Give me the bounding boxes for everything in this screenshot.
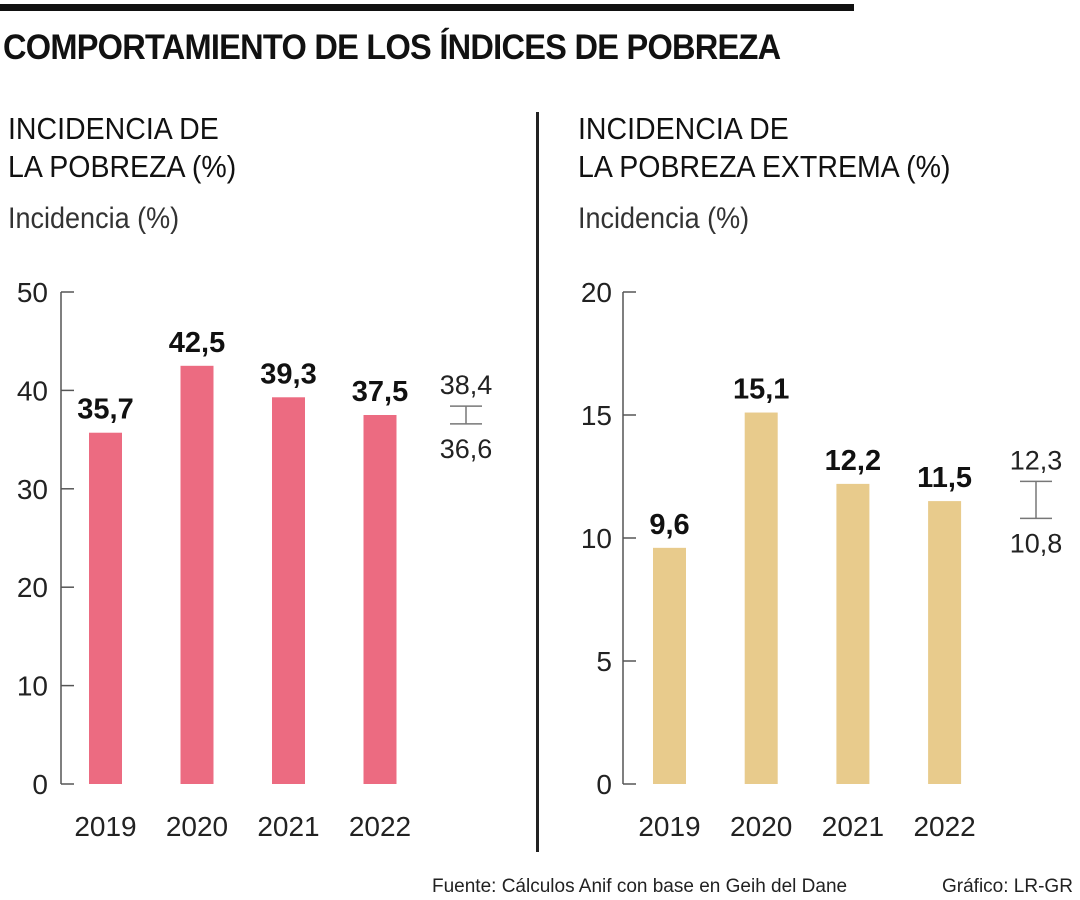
y-tick-label: 20 [17,572,48,603]
bar-2022 [928,501,962,784]
bar-2021 [836,483,870,784]
x-tick-label: 2022 [349,811,411,842]
y-tick-label: 10 [17,671,48,702]
x-tick-label: 2021 [257,811,319,842]
x-tick-label: 2020 [730,811,792,842]
left-panel-title-line2: LA POBREZA (%) [8,149,237,184]
bar-2020 [744,412,778,784]
panel-divider [536,112,539,852]
y-tick-label: 30 [17,474,48,505]
right-panel-title: INCIDENCIA DE LA POBREZA EXTREMA (%) [578,110,950,186]
left-panel-title-line1: INCIDENCIA DE [8,111,219,146]
left-y-axis-title: Incidencia (%) [8,202,180,235]
value-label: 39,3 [260,358,316,390]
right-panel-title-line2: LA POBREZA EXTREMA (%) [578,149,951,184]
left-panel-title: INCIDENCIA DE LA POBREZA (%) [8,110,236,186]
bar-2020 [180,365,214,784]
bar-2021 [272,397,305,784]
y-tick-label: 15 [581,400,612,431]
x-tick-label: 2019 [74,811,136,842]
y-tick-label: 0 [32,769,48,800]
right-panel-title-line1: INCIDENCIA DE [578,111,789,146]
range-low-label: 10,8 [1010,528,1063,558]
bar-2022 [363,415,397,784]
right-y-axis-title: Incidencia (%) [578,202,750,235]
chart-0: 0 10 20 30 40 50 35,7 2019 42,5 2020 39,3 2021 37,5 2… [17,277,492,842]
value-label: 11,5 [917,462,972,494]
value-label: 9,6 [649,509,689,541]
x-tick-label: 2021 [822,811,884,842]
bar-2019 [89,432,122,784]
value-label: 42,5 [169,327,225,359]
value-label: 15,1 [733,374,789,406]
range-low-label: 36,6 [440,434,493,464]
x-tick-label: 2019 [638,811,700,842]
y-tick-label: 5 [596,646,612,677]
y-tick-label: 40 [17,375,48,406]
x-tick-label: 2020 [166,811,228,842]
y-tick-label: 10 [581,523,612,554]
y-tick-label: 0 [596,769,612,800]
top-rule [0,4,854,11]
value-label: 37,5 [352,376,408,408]
x-tick-label: 2022 [913,811,975,842]
source-note: Fuente: Cálculos Anif con base en Geih d… [432,876,848,897]
y-tick-label: 50 [17,277,48,308]
chart-1: 0 5 10 15 20 9,6 2019 15,1 2020 12,2 2021 11,5 2022 1… [581,277,1062,842]
range-high-label: 38,4 [440,370,493,400]
main-title: COMPORTAMIENTO DE LOS ÍNDICES DE POBREZA [3,28,781,67]
value-label: 12,2 [825,445,881,477]
value-label: 35,7 [77,394,133,426]
bar-2019 [653,547,686,784]
y-tick-label: 20 [581,277,612,308]
range-high-label: 12,3 [1010,445,1063,475]
credit-note: Gráfico: LR-GR [942,876,1073,897]
